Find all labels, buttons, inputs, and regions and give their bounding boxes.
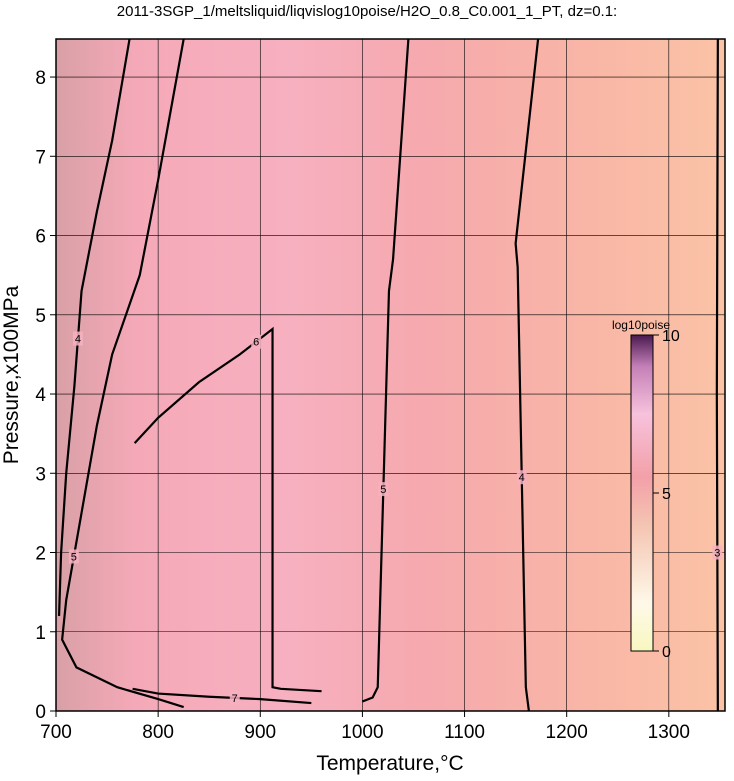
- y-tick-label: 3: [35, 464, 46, 485]
- contour-line: [514, 39, 540, 711]
- y-tick-label: 0: [35, 702, 46, 723]
- plot-background: [56, 39, 725, 711]
- y-tick-label: 8: [35, 68, 46, 89]
- contour-label-bg: [229, 690, 240, 705]
- contour-label: 5: [71, 551, 77, 563]
- y-tick-label: 6: [35, 227, 46, 248]
- contour-label: 7: [232, 693, 238, 705]
- colorbar-tick-label: 0: [662, 644, 671, 661]
- contour-label-bg: [712, 545, 723, 560]
- contour-label-bg: [68, 549, 79, 564]
- contour-label: 3: [714, 548, 720, 560]
- x-tick-label: 1300: [648, 722, 690, 743]
- x-tick-label: 1100: [444, 722, 485, 743]
- axes: 700 800 900 1000 1100 1200 1300 0 1 2 3 4 5 6 7 8: [35, 68, 690, 743]
- x-tick-label: 800: [142, 722, 174, 743]
- colorbar-label: log10poise: [612, 318, 670, 332]
- contour-label-bg: [516, 470, 527, 485]
- x-tick-label: 1000: [341, 722, 383, 743]
- x-tick-label: 900: [244, 722, 276, 743]
- y-tick-label: 5: [35, 306, 46, 327]
- contour-label: 5: [380, 484, 386, 496]
- contour-label: 4: [519, 472, 525, 484]
- colorbar-tick-label: 5: [662, 486, 671, 503]
- colorbar-tick-label: 10: [662, 328, 680, 345]
- y-tick-label: 4: [35, 385, 46, 406]
- y-tick-label: 7: [35, 147, 46, 168]
- contour-label-bg: [251, 334, 262, 349]
- contour-label-bg: [378, 482, 389, 497]
- x-tick-label: 700: [40, 722, 72, 743]
- contour-line: [132, 687, 312, 705]
- y-tick-label: 1: [35, 623, 46, 644]
- plot-area: 3 4 5 6 5 4 7: [56, 39, 725, 711]
- chart-title: 2011-3SGP_1/meltsliquid/liqvislog10poise…: [117, 3, 617, 20]
- contour-label: 6: [253, 337, 259, 349]
- x-tick-label: 1200: [546, 722, 588, 743]
- x-axis-label: Temperature,°C: [316, 752, 463, 775]
- y-tick-label: 2: [35, 544, 46, 565]
- colorbar: [630, 334, 654, 652]
- contour-line: [715, 39, 719, 711]
- y-axis-label: Pressure,x100MPa: [0, 285, 23, 464]
- contour-label-bg: [72, 331, 83, 346]
- contour-label: 4: [75, 334, 81, 346]
- plot-frame: [55, 38, 726, 712]
